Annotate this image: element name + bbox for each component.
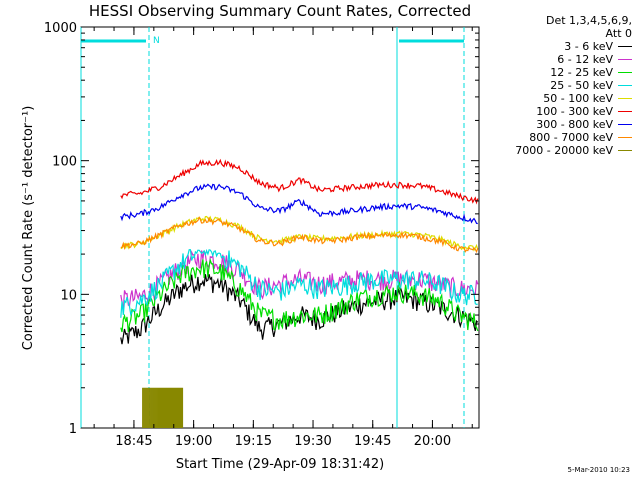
legend-swatch bbox=[618, 98, 632, 99]
legend-header-line-1: Det 1,3,4,5,6,9, bbox=[545, 14, 632, 27]
x-axis-label: Start Time (29-Apr-09 18:31:42) bbox=[176, 457, 384, 472]
legend-swatch bbox=[618, 85, 632, 86]
series-6-12kev bbox=[120, 250, 479, 311]
legend-item: 50 - 100 keV bbox=[472, 92, 632, 105]
night-marker-label: N bbox=[153, 36, 160, 46]
legend-swatch bbox=[618, 46, 632, 47]
series-300-800kev bbox=[120, 183, 478, 225]
legend-item-label: 100 - 300 keV bbox=[536, 105, 613, 118]
x-tick-label: 19:00 bbox=[175, 434, 212, 449]
legend-item-label: 800 - 7000 keV bbox=[529, 131, 613, 144]
series-50-100kev bbox=[120, 215, 479, 252]
legend-item: 100 - 300 keV bbox=[472, 105, 632, 118]
y-axis-label: Corrected Count Rate (s⁻¹ detector⁻¹) bbox=[21, 106, 36, 351]
series-12-25kev bbox=[120, 258, 479, 333]
y-tick-label: 1 bbox=[69, 422, 77, 437]
plot-frame bbox=[80, 26, 480, 429]
legend-item-label: 25 - 50 keV bbox=[550, 79, 613, 92]
series-25-50kev bbox=[120, 248, 478, 318]
y-tick-label: 100 bbox=[52, 155, 77, 170]
legend-swatch bbox=[618, 124, 632, 125]
y-tick-label: 10 bbox=[60, 288, 77, 303]
chart-title: HESSI Observing Summary Count Rates, Cor… bbox=[89, 2, 471, 20]
series-7000-20000-kev-burst bbox=[142, 387, 184, 428]
x-tick-label: 19:30 bbox=[294, 434, 331, 449]
legend-item-label: 50 - 100 keV bbox=[543, 92, 613, 105]
series-100-300kev bbox=[120, 158, 479, 205]
legend-item: 7000 - 20000 keV bbox=[472, 144, 632, 157]
legend-item-label: 7000 - 20000 keV bbox=[515, 144, 613, 157]
series-800-7000kev bbox=[120, 216, 479, 254]
legend-item: 300 - 800 keV bbox=[472, 118, 632, 131]
legend-item-label: 6 - 12 keV bbox=[557, 53, 613, 66]
legend-swatch bbox=[618, 59, 632, 60]
legend-item-label: 3 - 6 keV bbox=[564, 40, 613, 53]
legend-item: 25 - 50 keV bbox=[472, 79, 632, 92]
footer-date: 5-Mar-2010 10:23 bbox=[567, 466, 630, 474]
legend-item: 6 - 12 keV bbox=[472, 53, 632, 66]
legend-item: 3 - 6 keV bbox=[472, 40, 632, 53]
x-tick-label: 19:45 bbox=[354, 434, 391, 449]
legend: Det 1,3,4,5,6,9, Att 0 3 - 6 keV 6 - 12 k… bbox=[472, 14, 632, 157]
legend-item-label: 12 - 25 keV bbox=[550, 66, 613, 79]
legend-swatch bbox=[618, 150, 632, 151]
legend-item-label: 300 - 800 keV bbox=[536, 118, 613, 131]
legend-header-line-2: Att 0 bbox=[605, 27, 632, 40]
x-tick-label: 20:00 bbox=[414, 434, 451, 449]
legend-item: 800 - 7000 keV bbox=[472, 131, 632, 144]
legend-swatch bbox=[618, 137, 632, 138]
x-tick-label: 18:45 bbox=[115, 434, 152, 449]
x-tick-label: 19:15 bbox=[235, 434, 272, 449]
legend-swatch bbox=[618, 72, 632, 73]
y-tick-label: 1000 bbox=[44, 21, 77, 36]
legend-swatch bbox=[618, 111, 632, 112]
legend-item: 12 - 25 keV bbox=[472, 66, 632, 79]
